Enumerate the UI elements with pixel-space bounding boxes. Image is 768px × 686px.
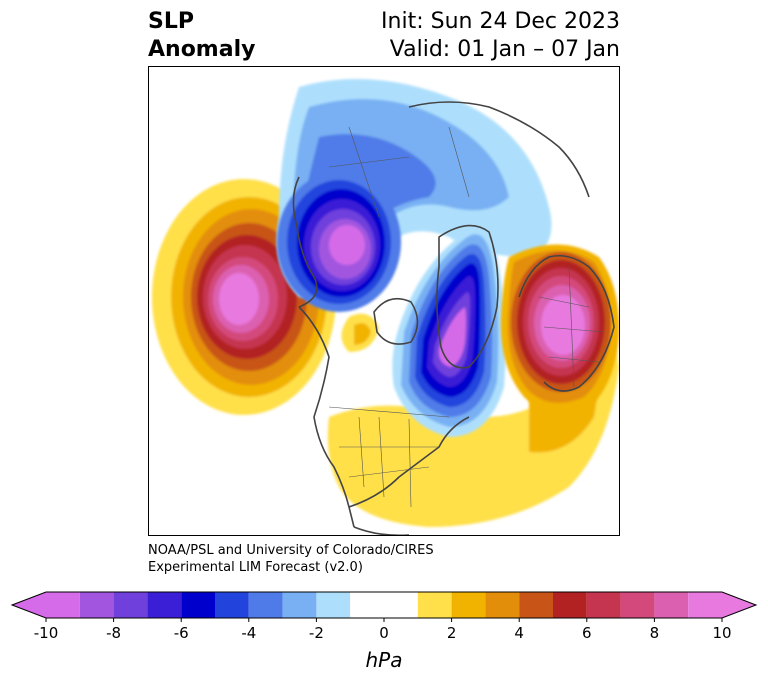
colorbar-tick-label: -2 (309, 624, 324, 642)
colorbar-segment (113, 592, 148, 618)
valid-date: Valid: 01 Jan – 07 Jan (389, 37, 620, 62)
colorbar-extend-high (722, 592, 756, 618)
colorbar-segment (79, 592, 114, 618)
colorbar-tick-label: 4 (514, 624, 524, 642)
colorbar-segment (417, 592, 452, 618)
colorbar-segment (147, 592, 182, 618)
colorbar-segment (620, 592, 655, 618)
colorbar-segment (485, 592, 520, 618)
colorbar: -10 -8 -6 -4 -2 0 2 4 6 8 10 (10, 591, 758, 642)
colorbar-extend-low (12, 592, 46, 618)
colorbar-tick-label: -10 (34, 624, 59, 642)
europe-coast (518, 254, 615, 392)
colorbar-segment (248, 592, 283, 618)
colorbar-tick-label: 8 (650, 624, 660, 642)
colorbar-segment (688, 592, 722, 618)
hudson-bay (373, 297, 419, 345)
siberia-coast (408, 101, 590, 198)
greenland-low-anomaly (392, 227, 506, 437)
colorbar-segment (350, 592, 418, 618)
colorbar-tick-label: -6 (174, 624, 189, 642)
title-line-2: Anomaly (148, 37, 256, 62)
colorbar-tick-label: 2 (447, 624, 457, 642)
colorbar-segment (181, 592, 215, 618)
central-america (353, 526, 409, 535)
colorbar-segment (451, 592, 486, 618)
credit-line-1: NOAA/PSL and University of Colorado/CIRE… (148, 543, 434, 558)
colorbar-units-label: hPa (365, 648, 403, 672)
political-borders (328, 126, 605, 508)
colorbar-segment (519, 592, 553, 618)
pacific-high-anomaly (152, 179, 336, 415)
colorbar-segment (46, 592, 80, 618)
init-date: Init: Sun 24 Dec 2023 (381, 9, 620, 34)
colorbar-segment (282, 592, 317, 618)
colorbar-tick-label: 0 (379, 624, 389, 642)
colorbar-tick-label: 6 (582, 624, 592, 642)
north-america-coast (298, 306, 470, 528)
coastlines (292, 101, 615, 535)
colorbar-segment (654, 592, 689, 618)
colorbar-tick-label: -4 (241, 624, 256, 642)
europe-high-anomaly (500, 244, 619, 413)
colorbar-segment (215, 592, 249, 618)
map-title: SLP Anomaly (148, 8, 255, 64)
credit-line-2: Experimental LIM Forecast (v2.0) (148, 560, 363, 575)
alaska-coast (292, 176, 318, 308)
colorbar-segment (316, 592, 351, 618)
colorbar-segment (553, 592, 587, 618)
colorbar-tick-label: -8 (106, 624, 121, 642)
colorbar-segment (586, 592, 621, 618)
colorbar-tick-label: 10 (712, 624, 731, 642)
greenland-coast (436, 224, 499, 369)
map-panel (148, 66, 620, 536)
credit-text: NOAA/PSL and University of Colorado/CIRE… (148, 542, 434, 576)
north-america-low-anomaly (277, 172, 401, 312)
anomaly-map (152, 79, 619, 535)
title-line-1: SLP (148, 9, 194, 34)
forecast-dates: Init: Sun 24 Dec 2023 Valid: 01 Jan – 07… (381, 8, 620, 64)
